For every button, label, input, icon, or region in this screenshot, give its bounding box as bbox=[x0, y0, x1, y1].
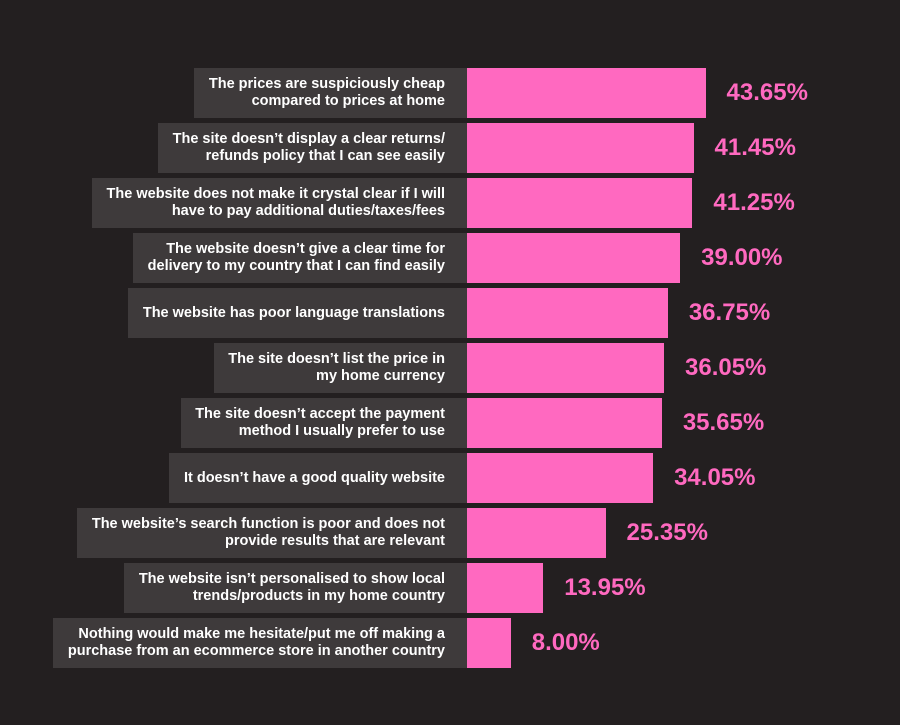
category-label-box: The website’s search function is poor an… bbox=[77, 508, 467, 558]
bar bbox=[467, 288, 668, 338]
category-label: The website’s search function is poor an… bbox=[91, 516, 445, 549]
bar-row: The website doesn’t give a clear time fo… bbox=[0, 233, 900, 283]
category-label-box: The website doesn’t give a clear time fo… bbox=[133, 233, 467, 283]
bar-row: The site doesn’t display a clear returns… bbox=[0, 123, 900, 173]
value-label: 8.00% bbox=[531, 629, 600, 656]
bar bbox=[467, 178, 693, 228]
category-label-box: The site doesn’t display a clear returns… bbox=[158, 123, 467, 173]
bar-row: The website has poor language translatio… bbox=[0, 288, 900, 338]
value-label: 41.45% bbox=[714, 134, 796, 161]
category-label-box: It doesn’t have a good quality website bbox=[169, 453, 467, 503]
category-label-box: The website does not make it crystal cle… bbox=[92, 178, 467, 228]
bar-row: The website’s search function is poor an… bbox=[0, 508, 900, 558]
category-label-box: Nothing would make me hesitate/put me of… bbox=[53, 618, 467, 668]
bar-row: The site doesn’t accept the payment meth… bbox=[0, 398, 900, 448]
category-label: The website doesn’t give a clear time fo… bbox=[147, 241, 445, 274]
category-label-box: The prices are suspiciously cheap compar… bbox=[194, 68, 467, 118]
bar bbox=[467, 233, 681, 283]
category-label-box: The website has poor language translatio… bbox=[128, 288, 467, 338]
value-label: 36.05% bbox=[685, 354, 767, 381]
bar-row: It doesn’t have a good quality website 34… bbox=[0, 453, 900, 503]
value-label: 36.75% bbox=[688, 299, 771, 326]
category-label: Nothing would make me hesitate/put me of… bbox=[67, 626, 445, 659]
category-label: The website isn’t personalised to show l… bbox=[138, 571, 445, 604]
value-label: 35.65% bbox=[682, 409, 765, 436]
category-label: The site doesn’t display a clear returns… bbox=[172, 131, 445, 164]
value-label: 39.00% bbox=[701, 244, 783, 271]
bar bbox=[467, 618, 511, 668]
bar bbox=[467, 508, 606, 558]
category-label: The website does not make it crystal cle… bbox=[106, 186, 445, 219]
value-label: 41.25% bbox=[713, 189, 795, 216]
bar-row: The prices are suspiciously cheap compar… bbox=[0, 68, 900, 118]
value-label: 34.05% bbox=[674, 464, 756, 491]
value-label: 25.35% bbox=[626, 519, 708, 546]
bar-row: The website isn’t personalised to show l… bbox=[0, 563, 900, 613]
category-label-box: The site doesn’t accept the payment meth… bbox=[181, 398, 467, 448]
bar-row: The website does not make it crystal cle… bbox=[0, 178, 900, 228]
bar bbox=[467, 343, 664, 393]
category-label: The site doesn’t accept the payment meth… bbox=[195, 406, 445, 439]
category-label: The website has poor language translatio… bbox=[142, 304, 445, 321]
bar bbox=[467, 123, 694, 173]
bar bbox=[467, 453, 654, 503]
category-label-box: The site doesn’t list the price in my ho… bbox=[214, 343, 467, 393]
category-label: The prices are suspiciously cheap compar… bbox=[208, 76, 445, 109]
bar bbox=[467, 563, 544, 613]
category-label-box: The website isn’t personalised to show l… bbox=[124, 563, 467, 613]
bar bbox=[467, 68, 706, 118]
bar-row: Nothing would make me hesitate/put me of… bbox=[0, 618, 900, 668]
bar-row: The site doesn’t list the price in my ho… bbox=[0, 343, 900, 393]
category-label: It doesn’t have a good quality website bbox=[183, 469, 445, 486]
value-label: 43.65% bbox=[726, 79, 808, 106]
value-label: 13.95% bbox=[564, 574, 646, 601]
category-label: The site doesn’t list the price in my ho… bbox=[228, 351, 445, 384]
bar bbox=[467, 398, 662, 448]
